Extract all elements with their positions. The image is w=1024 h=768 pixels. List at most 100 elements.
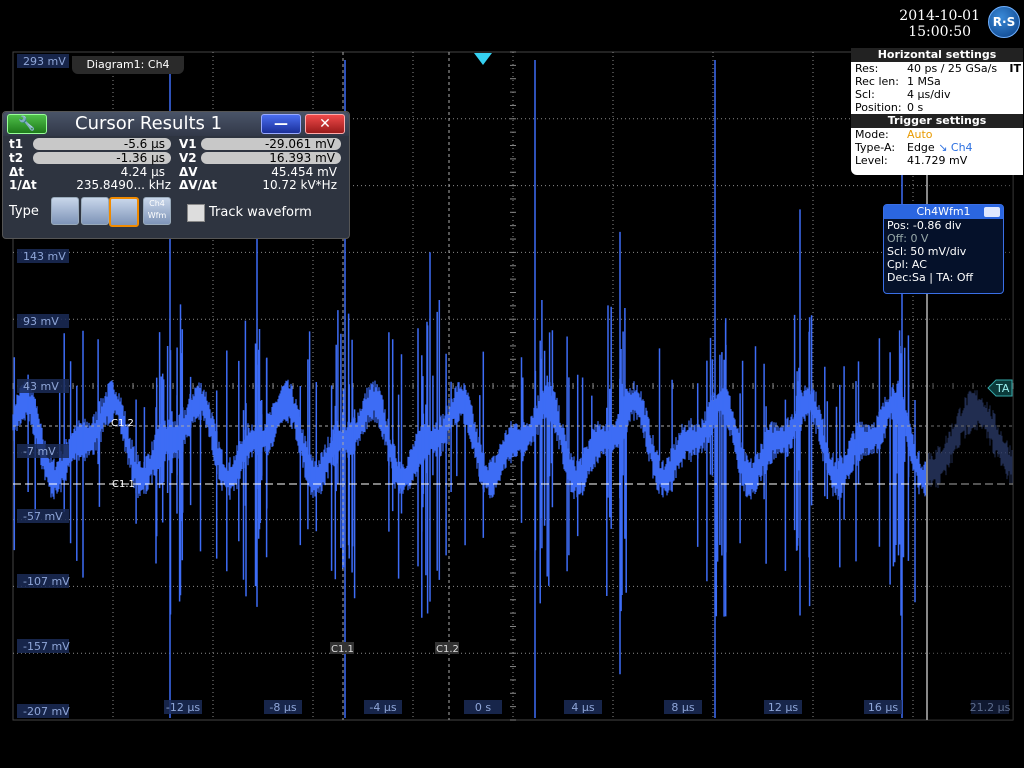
dv-value: 45.454 mV	[271, 165, 337, 179]
x-axis-label: -4 µs	[369, 701, 396, 714]
x-axis-label: 16 µs	[868, 701, 898, 714]
y-label-box	[17, 249, 69, 263]
wfm-off: Off: 0 V	[887, 232, 929, 245]
x-axis-label: 8 µs	[671, 701, 694, 714]
res-row: Res: 40 ps / 25 GSa/s IT	[855, 62, 1021, 75]
clock: 2014-10-01 15:00:50	[899, 8, 980, 40]
y-label-box	[17, 379, 69, 393]
position-row: Position: 0 s	[855, 101, 924, 114]
v2-label: V2	[179, 151, 197, 165]
mode-row: Mode: Auto	[855, 128, 933, 141]
horizontal-cursor-icon[interactable]	[51, 197, 79, 225]
t1-field[interactable]: -5.6 µs	[33, 138, 171, 150]
settings-panel[interactable]: Horizontal settings Res: 40 ps / 25 GSa/s…	[851, 48, 1023, 175]
clock-date: 2014-10-01	[899, 8, 980, 24]
y-axis-label: 93 mV	[23, 315, 59, 328]
ta-marker[interactable]: TA	[987, 379, 1013, 397]
v1-label: V1	[179, 137, 197, 151]
dialog-title: Cursor Results 1	[75, 113, 223, 134]
dvdt-value: 10.72 kV*Hz	[262, 178, 337, 192]
svg-text:C1.1: C1.1	[331, 644, 354, 655]
x-axis-label: 4 µs	[571, 701, 594, 714]
dv-label: ΔV	[179, 165, 198, 179]
dt-value: 4.24 µs	[120, 165, 165, 179]
edge-falling-icon: ↘	[938, 141, 948, 154]
brand-logo-icon: R·S	[988, 6, 1020, 38]
clock-time: 15:00:50	[908, 24, 972, 40]
t2-field[interactable]: -1.36 µs	[33, 152, 171, 164]
x-axis-label: 12 µs	[768, 701, 798, 714]
minimize-button[interactable]: —	[261, 114, 301, 134]
v1-field[interactable]: -29.061 mV	[201, 138, 341, 150]
dvdt-label: ΔV/Δt	[179, 178, 217, 192]
diagram-tab[interactable]: Diagram1: Ch4	[72, 56, 184, 74]
track-waveform-checkbox[interactable]	[187, 204, 205, 222]
ch4wfm1-panel[interactable]: Ch4Wfm1 Pos: -0.86 div Off: 0 V Scl: 50 …	[883, 204, 1004, 294]
track-waveform-label: Track waveform	[209, 205, 312, 220]
y-label-box	[17, 509, 69, 523]
wrench-icon[interactable]: 🔧	[7, 114, 47, 134]
reclen-row: Rec len: 1 MSa	[855, 75, 941, 88]
waveform-trace	[12, 60, 1013, 718]
horizontal-settings-title: Horizontal settings	[851, 48, 1023, 62]
type-label: Type	[9, 204, 39, 219]
cursor-c11-label: C1.1	[112, 479, 135, 490]
y-axis-label: 293 mV	[23, 55, 66, 68]
wfm-pos: Pos: -0.86 div	[887, 219, 962, 232]
wfm-dec: Dec:Sa | TA: Off	[887, 271, 974, 284]
y-axis-label: -57 mV	[23, 510, 63, 523]
inv-dt-label: 1/Δt	[9, 178, 37, 192]
wfm-cpl: Cpl: AC	[887, 258, 927, 271]
level-row: Level: 41.729 mV	[855, 154, 968, 167]
x-axis-labels: -12 µs -8 µs -4 µs 0 s 4 µs 8 µs 12 µs 16 µs 21.…	[164, 700, 1011, 714]
x-label-box	[264, 700, 302, 714]
t2-label: t2	[9, 151, 24, 165]
inv-dt-value: 235.8490... kHz	[76, 178, 171, 192]
y-axis-label: 43 mV	[23, 380, 59, 393]
ta-label: TA	[995, 382, 1010, 395]
vertical-cursor-icon[interactable]	[81, 197, 109, 225]
cursor-c12-bottom-tag: C1.2	[435, 642, 459, 655]
y-label-box	[17, 704, 69, 718]
minimize-icon[interactable]	[984, 207, 1000, 217]
it-badge: IT	[1009, 62, 1021, 75]
dt-label: Δt	[9, 165, 25, 179]
y-label-box	[17, 54, 69, 68]
wfm-scl: Scl: 50 mV/div	[887, 245, 967, 258]
x-label-box	[464, 700, 502, 714]
x-label-box	[164, 700, 202, 714]
x-axis-label: 21.2 µs	[970, 701, 1011, 714]
y-label-box	[17, 444, 69, 458]
x-axis-label: 0 s	[475, 701, 491, 714]
type-row: Type-A: Edge ↘ Ch4	[855, 141, 973, 154]
x-axis-label: -8 µs	[269, 701, 296, 714]
both-cursor-icon[interactable]	[109, 197, 139, 227]
y-axis-label: -7 mV	[23, 445, 56, 458]
dialog-header[interactable]: 🔧 Cursor Results 1 — ✕	[3, 112, 349, 136]
cursor-results-dialog[interactable]: 🔧 Cursor Results 1 — ✕ t1 -5.6 µs t2 -1.…	[2, 111, 350, 239]
y-label-box	[17, 639, 69, 653]
x-label-box	[664, 700, 702, 714]
x-label-box	[971, 700, 1009, 714]
grid	[12, 51, 1014, 721]
v2-field[interactable]: 16.393 mV	[201, 152, 341, 164]
y-label-box	[17, 314, 69, 328]
x-label-box	[364, 700, 402, 714]
x-label-box	[764, 700, 802, 714]
y-axis-label: 143 mV	[23, 250, 66, 263]
y-label-box	[17, 574, 69, 588]
close-icon[interactable]: ✕	[305, 114, 345, 134]
cursor-lines[interactable]	[13, 52, 1013, 720]
y-axis-label: -107 mV	[23, 575, 70, 588]
y-axis-label: -157 mV	[23, 640, 70, 653]
cursor-c12-label: C1.2	[111, 418, 134, 429]
x-label-box	[864, 700, 902, 714]
ch4-source-icon[interactable]: Ch4 Wfm	[143, 197, 171, 225]
y-axis-label: -207 mV	[23, 705, 70, 718]
trigger-position-marker[interactable]	[474, 53, 492, 65]
scl-row: Scl: 4 µs/div	[855, 88, 951, 101]
svg-text:C1.2: C1.2	[436, 644, 459, 655]
x-label-box	[564, 700, 602, 714]
cursor-c11-bottom-tag: C1.1	[330, 642, 354, 655]
